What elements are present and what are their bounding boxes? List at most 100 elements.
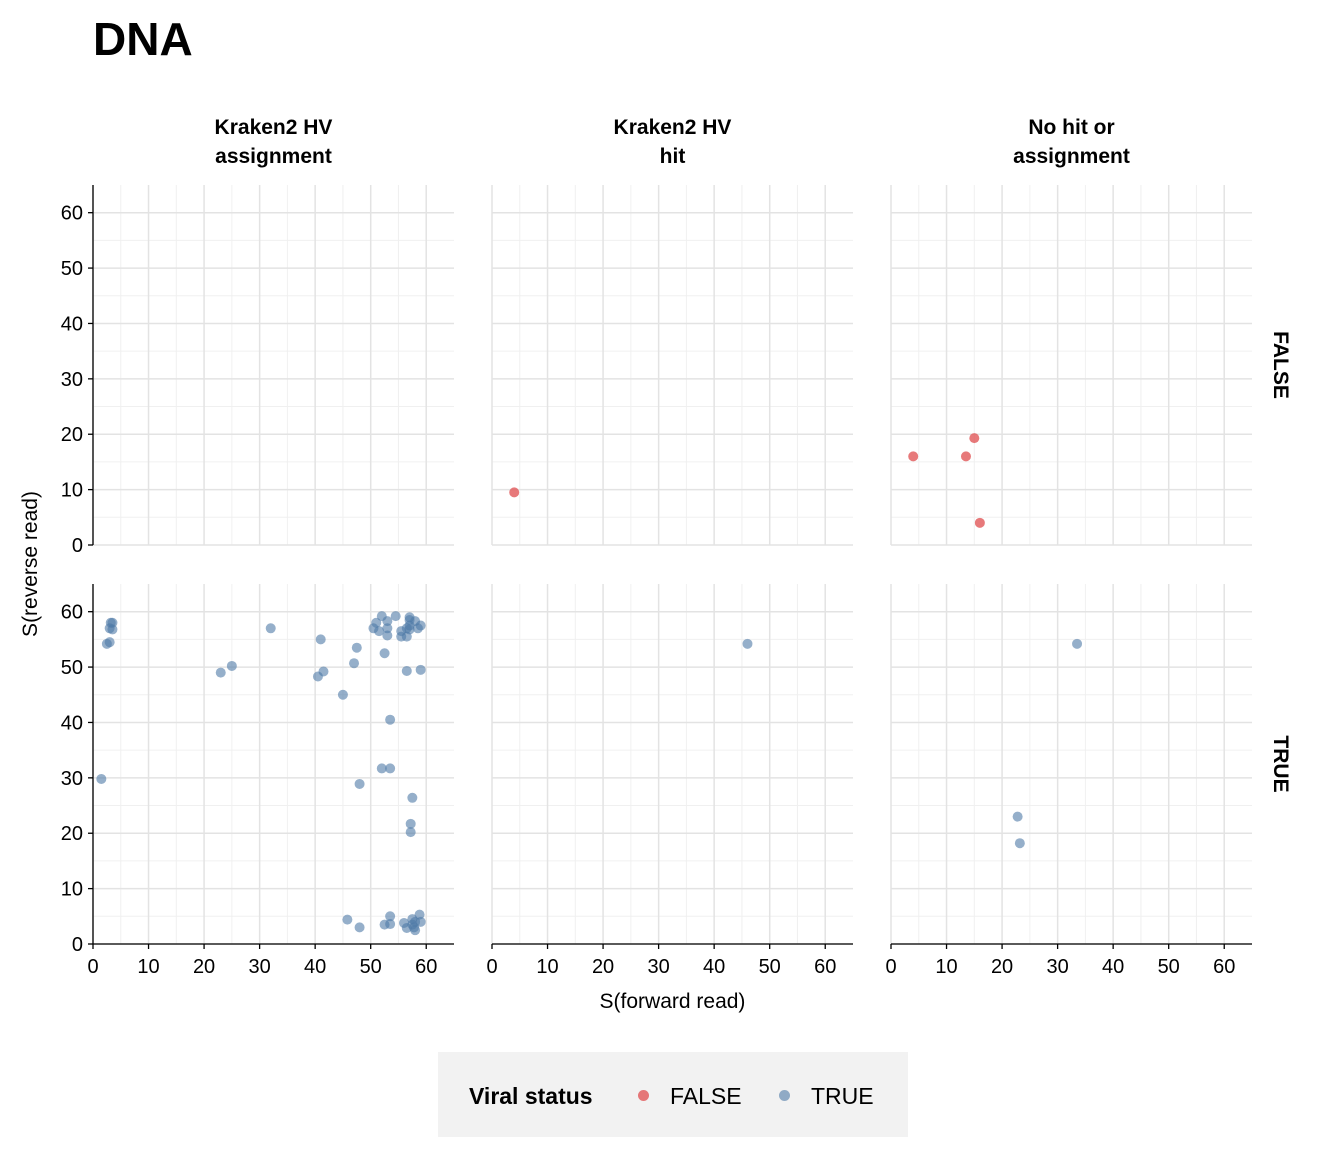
- data-point: [405, 818, 416, 829]
- y-tick-label: 60: [61, 203, 83, 225]
- facet-column-label: Kraken2 HV: [614, 116, 732, 139]
- y-tick-label: 50: [61, 657, 83, 679]
- x-tick-label: 20: [193, 956, 215, 978]
- data-point: [265, 623, 276, 634]
- legend-true-marker: [779, 1090, 790, 1101]
- data-point: [96, 773, 107, 784]
- x-tick-label: 50: [360, 956, 382, 978]
- data-point: [349, 658, 360, 669]
- data-point: [404, 624, 415, 635]
- y-tick-label: 20: [61, 823, 83, 845]
- data-point: [385, 911, 396, 922]
- data-point: [376, 763, 387, 774]
- y-tick-label: 40: [61, 712, 83, 734]
- x-axis-title: S(forward read): [600, 990, 746, 1013]
- data-point: [1072, 638, 1083, 649]
- x-tick-label: 40: [703, 956, 725, 978]
- legend-title: Viral status: [469, 1083, 593, 1109]
- facet-column-label: assignment: [215, 145, 332, 168]
- x-tick-label: 10: [536, 956, 558, 978]
- x-tick-label: 50: [759, 956, 781, 978]
- data-point: [401, 665, 412, 676]
- x-tick-label: 40: [1102, 956, 1124, 978]
- data-point: [342, 914, 353, 925]
- data-point: [407, 792, 418, 803]
- y-tick-label: 30: [61, 369, 83, 391]
- x-tick-label: 0: [486, 956, 497, 978]
- y-tick-label: 40: [61, 313, 83, 335]
- y-tick-label: 60: [61, 602, 83, 624]
- facet-row-label: FALSE: [1269, 331, 1292, 399]
- x-tick-label: 10: [935, 956, 957, 978]
- data-point: [974, 517, 985, 528]
- data-point: [908, 451, 919, 462]
- y-tick-label: 10: [61, 480, 83, 502]
- data-point: [969, 433, 980, 444]
- data-point: [509, 487, 520, 498]
- data-point: [107, 624, 118, 635]
- data-point: [337, 689, 348, 700]
- facet-row-label: TRUE: [1269, 735, 1292, 792]
- x-tick-label: 0: [87, 956, 98, 978]
- x-tick-label: 20: [592, 956, 614, 978]
- data-point: [371, 617, 382, 628]
- data-point: [354, 778, 365, 789]
- x-tick-label: 60: [814, 956, 836, 978]
- x-tick-label: 30: [248, 956, 270, 978]
- facet-column-label: assignment: [1013, 145, 1130, 168]
- y-tick-label: 0: [72, 934, 83, 956]
- page-title: DNA: [93, 13, 193, 65]
- data-point: [385, 763, 396, 774]
- data-point: [742, 638, 753, 649]
- data-point: [1012, 811, 1023, 822]
- data-point: [405, 827, 416, 838]
- data-point: [415, 620, 426, 631]
- data-point: [215, 667, 226, 678]
- x-tick-label: 60: [1213, 956, 1235, 978]
- legend-true-label: TRUE: [811, 1083, 874, 1109]
- data-point: [379, 648, 390, 659]
- data-point: [104, 637, 115, 648]
- y-tick-label: 0: [72, 535, 83, 557]
- facet-column-label: Kraken2 HV: [215, 116, 333, 139]
- y-axis-title: S(reverse read): [19, 491, 42, 637]
- y-tick-label: 10: [61, 879, 83, 901]
- facet-column-label: hit: [660, 145, 686, 168]
- y-tick-label: 20: [61, 424, 83, 446]
- data-point: [390, 611, 401, 622]
- data-point: [415, 916, 426, 927]
- data-point: [385, 919, 396, 930]
- x-tick-label: 20: [991, 956, 1013, 978]
- data-point: [415, 664, 426, 675]
- data-point: [382, 623, 393, 634]
- grid-layer: [92, 185, 1252, 945]
- facet-column-label: No hit or: [1028, 116, 1114, 139]
- data-point: [382, 630, 393, 641]
- legend-false-label: FALSE: [670, 1083, 742, 1109]
- y-tick-label: 50: [61, 258, 83, 280]
- data-point: [960, 451, 971, 462]
- data-point: [318, 666, 329, 677]
- x-tick-label: 40: [304, 956, 326, 978]
- data-point: [374, 626, 385, 637]
- points-layer: [96, 433, 1083, 936]
- x-tick-label: 30: [1046, 956, 1068, 978]
- x-tick-label: 30: [647, 956, 669, 978]
- data-point: [1014, 838, 1025, 849]
- x-tick-label: 0: [885, 956, 896, 978]
- y-tick-label: 30: [61, 768, 83, 790]
- axes-layer: [88, 185, 1252, 949]
- x-tick-label: 10: [137, 956, 159, 978]
- data-point: [351, 642, 362, 653]
- data-point: [382, 616, 393, 627]
- data-point: [385, 714, 396, 725]
- data-point: [226, 660, 237, 671]
- legend-false-marker: [638, 1090, 649, 1101]
- labels-layer: 0 10 20 30 40 50 60 0 10 20 30 40 50 60 0 10 20 30 40 50 60 0…: [19, 116, 1292, 1013]
- data-point: [354, 922, 365, 933]
- x-tick-label: 50: [1158, 956, 1180, 978]
- legend: Viral status FALSE TRUE: [438, 1052, 908, 1137]
- data-point: [315, 634, 326, 645]
- x-tick-label: 60: [415, 956, 437, 978]
